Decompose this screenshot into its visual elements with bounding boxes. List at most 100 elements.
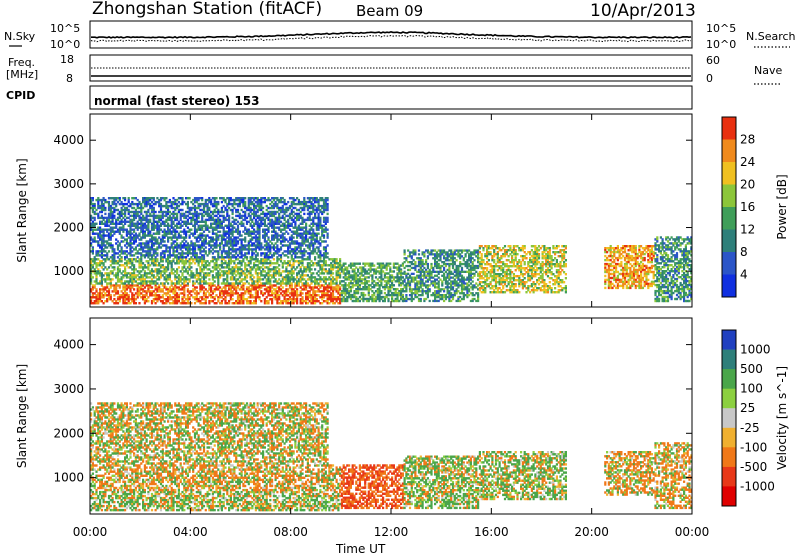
- echo-cell: [319, 286, 322, 289]
- echo-cell: [308, 266, 311, 269]
- echo-cell: [253, 300, 256, 303]
- echo-cell: [310, 302, 313, 305]
- echo-cell: [131, 264, 134, 267]
- echo-cell: [317, 294, 320, 297]
- echo-cell: [93, 238, 96, 241]
- echo-cell: [219, 296, 222, 299]
- echo-cell: [134, 238, 137, 241]
- echo-cell: [328, 272, 331, 275]
- echo-cell: [269, 274, 272, 277]
- echo-cell: [154, 268, 157, 271]
- echo-cell: [118, 258, 121, 261]
- echo-cell: [229, 258, 232, 261]
- echo-cell: [118, 232, 121, 235]
- echo-cell: [95, 294, 98, 297]
- echo-cell: [100, 288, 103, 291]
- echo-cell: [138, 248, 141, 251]
- echo-cell: [106, 200, 109, 204]
- echo-cell: [213, 266, 216, 269]
- echo-cell: [125, 228, 128, 231]
- echo-cell: [330, 296, 333, 299]
- echo-cell: [91, 216, 94, 220]
- echo-cell: [315, 272, 318, 275]
- echo-cell: [306, 284, 309, 287]
- echo-cell: [145, 228, 148, 231]
- echo-cell: [305, 280, 308, 283]
- echo-cell: [122, 236, 125, 239]
- echo-cell: [272, 262, 275, 265]
- echo-cell: [147, 260, 150, 263]
- echo-cell: [100, 236, 103, 239]
- echo-cell: [172, 290, 175, 293]
- echo-cell: [140, 206, 143, 210]
- echo-cell: [147, 198, 150, 202]
- echo-cell: [228, 300, 231, 303]
- nsky-frame: [89, 20, 693, 49]
- echo-cell: [215, 197, 218, 200]
- echo-cell: [125, 208, 128, 212]
- echo-cell: [161, 266, 164, 269]
- echo-cell: [143, 280, 146, 283]
- echo-cell: [290, 264, 293, 267]
- echo-cell: [314, 258, 317, 261]
- echo-cell: [90, 228, 93, 231]
- echo-cell: [254, 290, 257, 293]
- echo-cell: [335, 280, 338, 283]
- echo-cell: [140, 202, 143, 206]
- echo-cell: [116, 296, 120, 299]
- echo-cell: [143, 236, 146, 239]
- echo-cell: [127, 232, 130, 235]
- echo-cell: [331, 298, 335, 301]
- echo-cell: [233, 260, 236, 263]
- echo-cell: [235, 258, 238, 261]
- echo-cell: [124, 228, 127, 231]
- echo-cell: [116, 262, 120, 265]
- echo-cell: [283, 262, 286, 265]
- echo-cell: [190, 274, 193, 277]
- echo-cell: [326, 278, 329, 281]
- echo-cell: [328, 268, 331, 271]
- echo-cell: [111, 230, 114, 233]
- echo-cell: [147, 244, 150, 247]
- echo-cell: [213, 284, 216, 287]
- echo-cell: [288, 298, 292, 301]
- echo-cell: [287, 200, 290, 204]
- echo-cell: [249, 284, 252, 287]
- echo-cell: [95, 282, 98, 285]
- echo-cell: [138, 294, 141, 297]
- echo-cell: [143, 256, 146, 259]
- echo-cell: [127, 266, 130, 269]
- echo-cell: [100, 242, 103, 245]
- echo-cell: [337, 272, 340, 275]
- echo-cell: [326, 236, 329, 239]
- echo-cell: [256, 294, 259, 297]
- echo-cell: [238, 268, 241, 271]
- echo-cell: [122, 230, 125, 233]
- echo-cell: [217, 272, 220, 275]
- echo-cell: [321, 290, 324, 293]
- echo-cell: [131, 222, 134, 225]
- echo-cell: [111, 266, 114, 269]
- echo-cell: [134, 208, 137, 212]
- echo-cell: [333, 286, 336, 289]
- echo-cell: [331, 272, 335, 275]
- echo-cell: [346, 299, 349, 303]
- echo-cell: [306, 268, 309, 271]
- echo-cell: [156, 290, 159, 293]
- echo-cell: [249, 260, 252, 263]
- echo-cell: [179, 280, 182, 283]
- echo-cell: [290, 302, 293, 305]
- echo-cell: [220, 258, 223, 261]
- echo-cell: [317, 282, 320, 285]
- echo-cell: [324, 286, 327, 289]
- echo-cell: [138, 282, 141, 285]
- echo-cell: [326, 256, 329, 259]
- echo-cell: [115, 226, 118, 229]
- echo-cell: [240, 272, 243, 275]
- echo-cell: [176, 276, 179, 279]
- echo-cell: [91, 198, 94, 202]
- echo-cell: [99, 210, 102, 214]
- echo-cell: [120, 214, 123, 218]
- echo-cell: [120, 234, 123, 237]
